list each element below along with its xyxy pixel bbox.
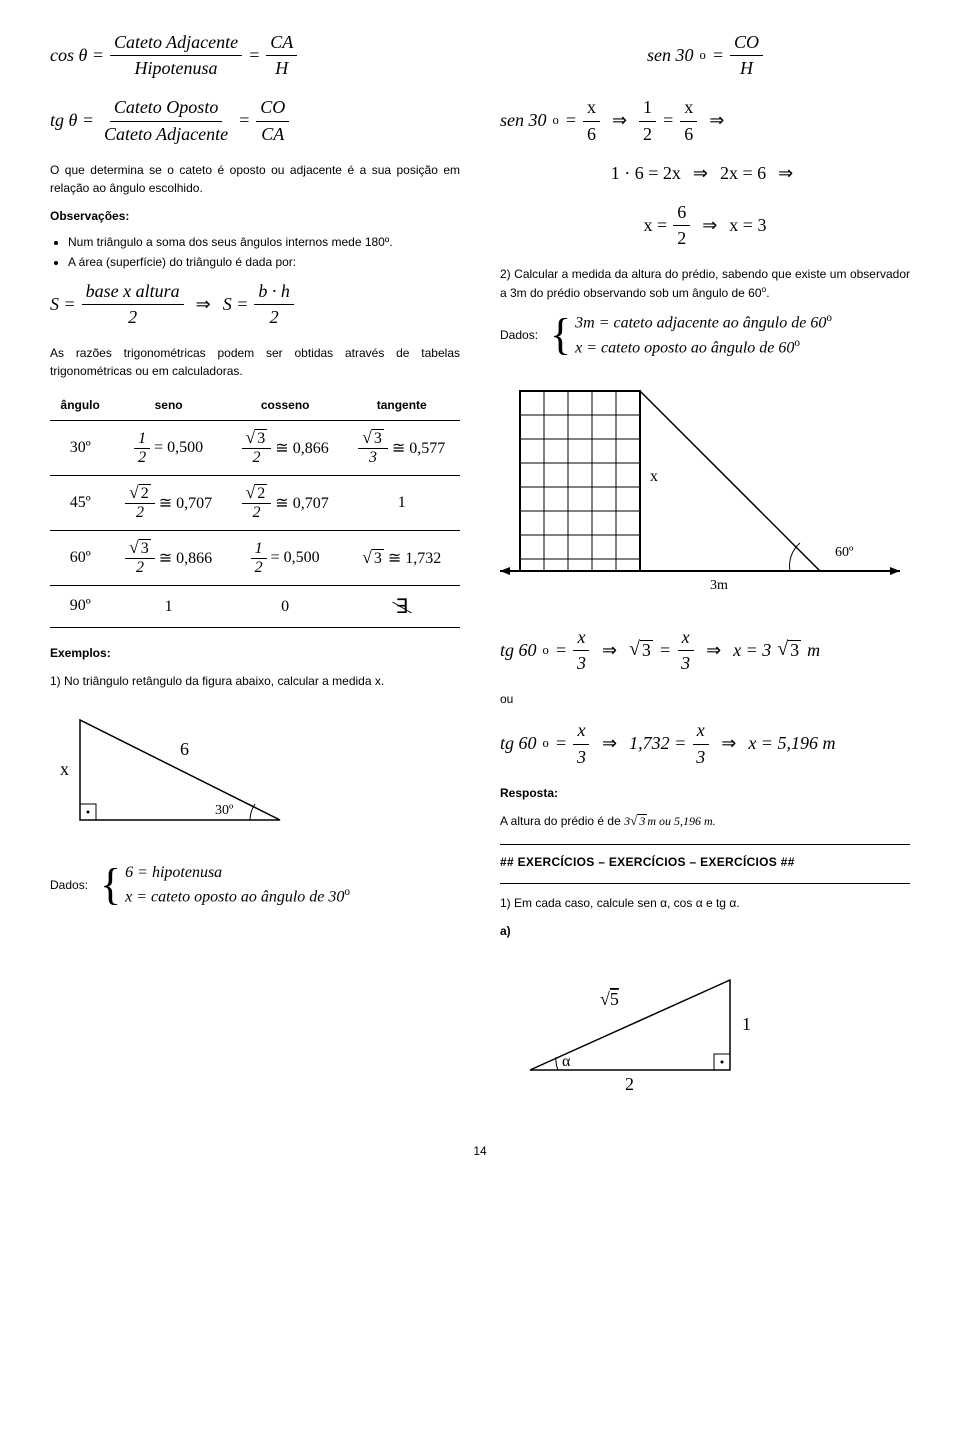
tri1-x: x [60,759,69,779]
tg-formula: tg θ = Cateto Oposto Cateto Adjacente = … [50,95,460,146]
page-number: 14 [50,1144,910,1158]
resposta-label: Resposta: [500,784,910,802]
th-cosseno: cosseno [227,390,344,421]
row-45: 45º √22≅ 0,707 √22≅ 0,707 1 [50,476,460,531]
divider [500,844,910,845]
trig-table: ângulo seno cosseno tangente 30º 12= 0,5… [50,390,460,628]
area-formula: S = base x altura 2 ⇒ S = b · h 2 [50,279,460,330]
obs-list: Num triângulo a soma dos seus ângulos in… [50,235,460,269]
tri2-sqrt5: √5 [600,989,619,1009]
building-x: x [650,468,658,485]
th-angulo: ângulo [50,390,110,421]
obs-2: A área (superfície) do triângulo é dada … [68,255,460,269]
sen30-line3: x = 62 ⇒ x = 3 [500,200,910,251]
triangle-2-svg: √5 1 2 α [500,950,800,1100]
ex2-text: 2) Calcular a medida da altura do prédio… [500,265,910,302]
building-3m: 3m [710,578,728,593]
obs-title: Observações: [50,207,460,225]
dados1-brace: { 6 = hipotenusa x = cateto oposto ao ân… [100,864,350,906]
not-exist-icon [393,594,411,619]
tri1-30: 30º [215,803,234,818]
tri2-2: 2 [625,1074,634,1094]
exercicios-header: ## EXERCÍCIOS – EXERCÍCIOS – EXERCÍCIOS … [500,855,910,869]
tg60-line1: tg 60o = x3 ⇒ √3 = x3 ⇒ x = 3√3 m [500,625,910,676]
triangle-1-svg: x 6 30º [50,700,310,850]
row-30: 30º 12= 0,500 √32≅ 0,866 √33≅ 0,577 [50,421,460,476]
para-determina: O que determina se o cateto é oposto ou … [50,161,460,197]
exemplos-title: Exemplos: [50,644,460,662]
sen30-line1: sen 30o = x6 ⇒ 12 = x6 ⇒ [500,95,910,146]
th-tangente: tangente [343,390,460,421]
dados2-brace: { 3m = cateto adjacente ao ângulo de 60o… [550,312,832,357]
building-svg: x 60º 3m [500,371,920,611]
tri2-alpha: α [562,1053,571,1070]
right-column: sen 30o = COH sen 30o = x6 ⇒ 12 = x6 ⇒ 1… [500,30,910,1114]
divider-2 [500,883,910,884]
building-60: 60º [835,545,854,560]
dados1-label: Dados: [50,876,88,894]
resposta-text: A altura do prédio é de 3√3m ou 5,196 m. [500,812,910,830]
row-90: 90º 1 0 [50,586,460,628]
row-60: 60º √32≅ 0,866 12= 0,500 √3≅ 1,732 [50,531,460,586]
cos-lhs: cos θ = [50,43,104,68]
th-seno: seno [110,390,227,421]
obs-1: Num triângulo a soma dos seus ângulos in… [68,235,460,249]
left-column: cos θ = Cateto Adjacente Hipotenusa = CA… [50,30,460,1114]
tg60-line2: tg 60o = x3 ⇒ 1,732 = x3 ⇒ x = 5,196 m [500,718,910,769]
a-label: a) [500,922,910,940]
para-razoes: As razões trigonométricas podem ser obti… [50,344,460,380]
tri2-1: 1 [742,1014,751,1034]
cos-formula: cos θ = Cateto Adjacente Hipotenusa = CA… [50,30,460,81]
ou-label: ou [500,690,910,708]
dados2-label: Dados: [500,326,538,344]
ex1-q: 1) Em cada caso, calcule sen α, cos α e … [500,894,910,912]
sen30-def: sen 30o = COH [500,30,910,81]
tri1-6: 6 [180,739,189,759]
ex1-text: 1) No triângulo retângulo da figura abai… [50,672,460,690]
sen30-line2: 1 · 6 = 2x ⇒ 2x = 6 ⇒ [500,161,910,186]
tg-lhs: tg θ = [50,108,94,133]
